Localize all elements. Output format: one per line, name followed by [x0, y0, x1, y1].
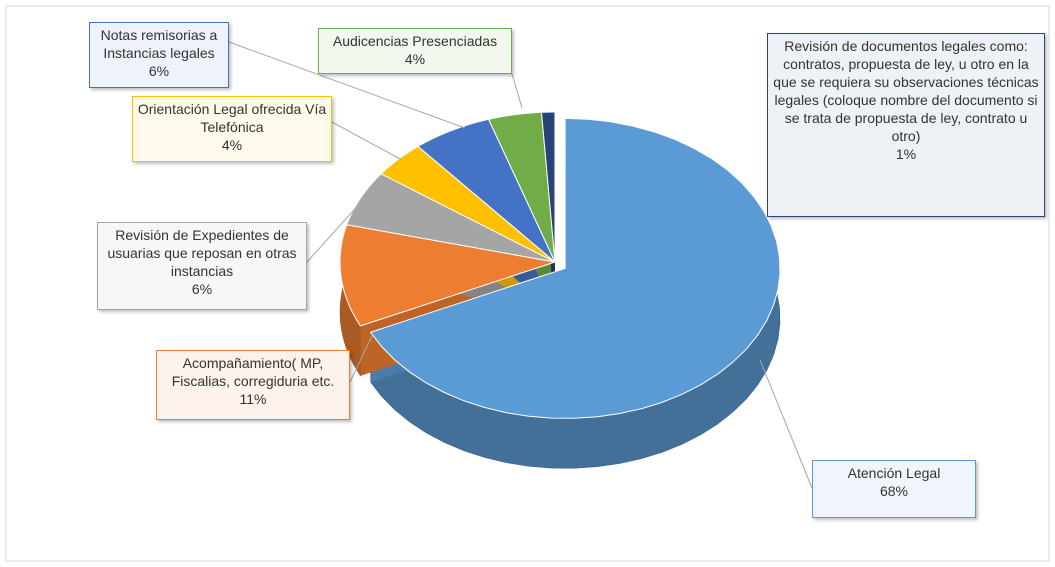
label-category: Revisión de Expedientes de usuarias que … [107, 227, 297, 279]
leader-line [228, 41, 466, 129]
data-label: Revisión de documentos legales como: con… [767, 33, 1045, 217]
label-value: 4% [221, 137, 243, 153]
slice [540, 111, 556, 263]
data-label: Revisión de Expedientes de usuarias que … [97, 222, 307, 310]
slice [380, 145, 556, 263]
data-label: Atención Legal 68% [812, 460, 976, 518]
leader-line [349, 335, 373, 383]
label-value: 11% [239, 391, 267, 407]
label-value: 6% [148, 63, 170, 79]
label-value: 1% [895, 146, 917, 162]
label-category: Revisión de documentos legales como: con… [773, 38, 1039, 144]
label-value: 4% [404, 51, 426, 67]
slice [339, 224, 556, 327]
label-category: Notas remisorias a Instancias legales [100, 27, 218, 61]
leader-line [759, 359, 813, 489]
slice [346, 173, 556, 263]
label-category: Orientación Legal ofrecida Vía Telefónic… [137, 101, 327, 135]
leader-line [306, 189, 373, 263]
label-category: Acompañamiento( MP, Fiscalias, corregidu… [171, 355, 335, 389]
leader-line [511, 73, 523, 109]
data-label: Acompañamiento( MP, Fiscalias, corregidu… [156, 350, 350, 420]
slice [369, 117, 781, 419]
label-value: 68% [879, 483, 909, 499]
data-label: Orientación Legal ofrecida Vía Telefónic… [132, 96, 332, 162]
slice [417, 118, 556, 263]
slice [487, 111, 556, 263]
label-category: Audicencias Presenciadas [332, 33, 498, 49]
label-value: 6% [191, 281, 213, 297]
data-label: Audicencias Presenciadas 4% [318, 28, 512, 74]
data-label: Notas remisorias a Instancias legales 6% [89, 22, 229, 88]
label-category: Atención Legal [847, 465, 941, 481]
leader-line [331, 121, 403, 161]
